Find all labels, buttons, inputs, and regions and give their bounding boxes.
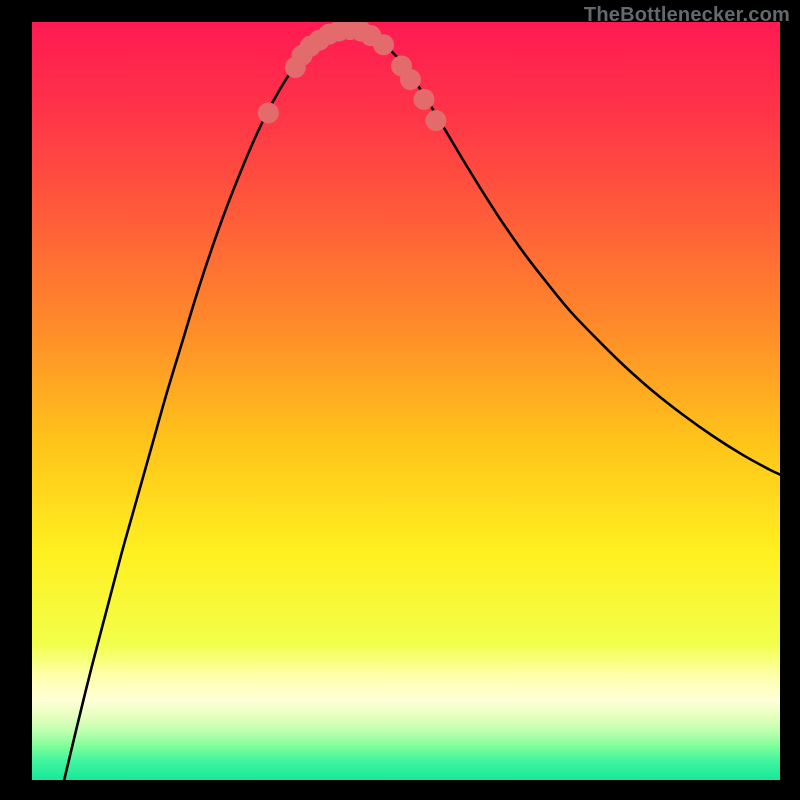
bottleneck-chart-svg <box>0 0 800 800</box>
data-marker <box>400 69 421 90</box>
data-marker <box>258 102 279 123</box>
watermark-text: TheBottlenecker.com <box>584 4 790 27</box>
data-marker <box>425 110 446 131</box>
data-marker <box>373 34 394 55</box>
data-marker <box>413 89 434 110</box>
chart-stage: TheBottlenecker.com <box>0 0 800 800</box>
plot-background-gradient <box>32 22 780 780</box>
